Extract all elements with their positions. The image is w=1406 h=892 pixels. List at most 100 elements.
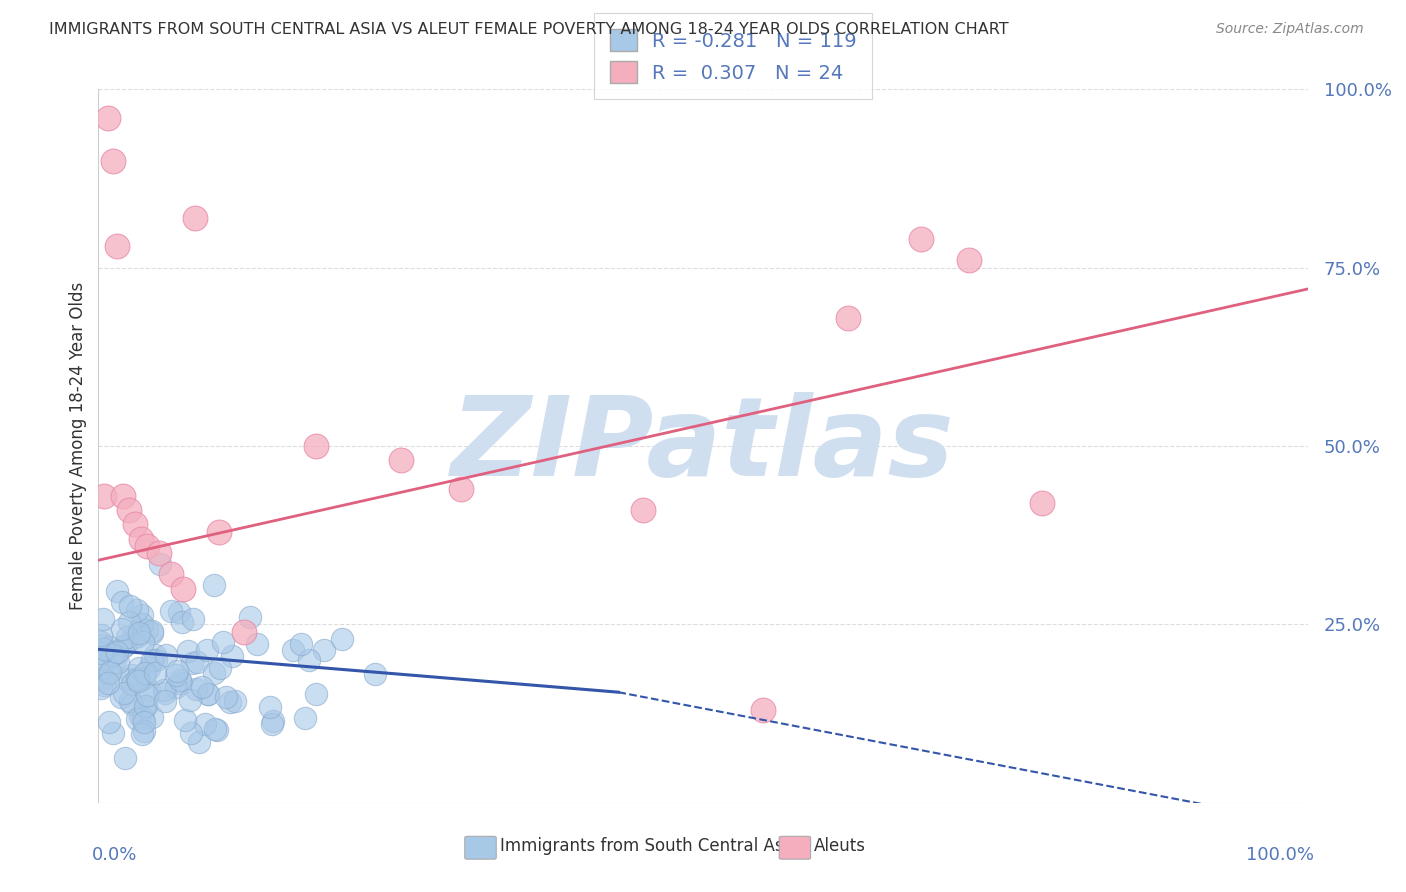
Point xyxy=(141,710,163,724)
Point xyxy=(262,714,284,728)
Point xyxy=(202,578,225,592)
Point xyxy=(215,690,238,704)
Point xyxy=(1031,496,1053,510)
Point xyxy=(114,638,136,652)
Point xyxy=(90,646,112,660)
Point xyxy=(177,643,200,657)
Point xyxy=(127,629,149,643)
Point xyxy=(143,665,166,680)
Point xyxy=(153,694,176,708)
Point xyxy=(97,666,120,681)
Point xyxy=(132,635,155,649)
Point xyxy=(100,648,122,662)
Point xyxy=(149,557,172,571)
Point xyxy=(180,725,202,739)
Point xyxy=(115,630,138,644)
Point xyxy=(179,692,201,706)
Point xyxy=(191,681,214,695)
Point xyxy=(131,616,153,631)
Point xyxy=(114,672,136,686)
Point xyxy=(122,631,145,645)
Point xyxy=(98,665,121,679)
Point xyxy=(93,489,115,503)
Point xyxy=(143,648,166,662)
Point xyxy=(221,649,243,664)
Point xyxy=(298,652,321,666)
Point xyxy=(450,482,472,496)
Point xyxy=(389,453,412,467)
Point xyxy=(128,661,150,675)
Point xyxy=(128,626,150,640)
Point xyxy=(132,711,155,725)
Point xyxy=(160,604,183,618)
Point xyxy=(132,715,155,730)
Point xyxy=(135,539,157,553)
Point xyxy=(121,677,143,691)
Point xyxy=(172,582,194,596)
Point xyxy=(118,615,141,630)
Point xyxy=(101,726,124,740)
Point xyxy=(138,682,160,697)
Point xyxy=(294,711,316,725)
Point xyxy=(118,694,141,708)
Point xyxy=(134,699,156,714)
Point xyxy=(212,635,235,649)
Point xyxy=(91,661,114,675)
FancyBboxPatch shape xyxy=(465,837,496,859)
Point xyxy=(165,667,187,681)
Point xyxy=(167,605,190,619)
Point xyxy=(114,751,136,765)
Legend: R = -0.281   N = 119, R =  0.307   N = 24: R = -0.281 N = 119, R = 0.307 N = 24 xyxy=(593,13,873,99)
Point xyxy=(94,652,117,666)
Point xyxy=(262,717,284,731)
Point xyxy=(112,640,135,654)
Point xyxy=(90,635,112,649)
Point xyxy=(105,239,128,253)
Point xyxy=(127,603,149,617)
Point xyxy=(135,688,157,702)
Point xyxy=(121,697,143,711)
Y-axis label: Female Poverty Among 18-24 Year Olds: Female Poverty Among 18-24 Year Olds xyxy=(69,282,87,610)
Point xyxy=(197,687,219,701)
Point xyxy=(239,609,262,624)
Point xyxy=(98,640,121,654)
Point xyxy=(141,626,163,640)
Point xyxy=(246,637,269,651)
Point xyxy=(107,655,129,669)
Point xyxy=(134,698,156,713)
Point xyxy=(91,612,114,626)
Point xyxy=(111,595,134,609)
Point xyxy=(305,439,328,453)
Point xyxy=(112,686,135,700)
Point xyxy=(184,211,207,225)
Point xyxy=(837,310,859,325)
Point xyxy=(631,503,654,517)
Point xyxy=(145,653,167,667)
Point xyxy=(166,664,188,678)
Point xyxy=(93,642,115,657)
FancyBboxPatch shape xyxy=(779,837,811,859)
Point xyxy=(148,546,170,560)
Point xyxy=(180,656,202,670)
Point xyxy=(124,517,146,532)
Point xyxy=(93,671,115,685)
Point xyxy=(173,713,195,727)
Text: 100.0%: 100.0% xyxy=(1246,846,1313,863)
Point xyxy=(121,668,143,682)
Point xyxy=(314,643,336,657)
Point xyxy=(107,583,129,598)
Point xyxy=(93,638,115,652)
Point xyxy=(281,643,304,657)
Point xyxy=(330,632,353,646)
Point xyxy=(170,615,193,629)
Text: IMMIGRANTS FROM SOUTH CENTRAL ASIA VS ALEUT FEMALE POVERTY AMONG 18-24 YEAR OLDS: IMMIGRANTS FROM SOUTH CENTRAL ASIA VS AL… xyxy=(49,22,1010,37)
Point xyxy=(104,649,127,664)
Text: 0.0%: 0.0% xyxy=(93,846,138,863)
Point xyxy=(97,715,120,730)
Point xyxy=(104,647,127,661)
Point xyxy=(204,723,226,737)
Point xyxy=(97,111,120,125)
Point xyxy=(170,675,193,690)
Point xyxy=(910,232,932,246)
Point xyxy=(232,624,254,639)
